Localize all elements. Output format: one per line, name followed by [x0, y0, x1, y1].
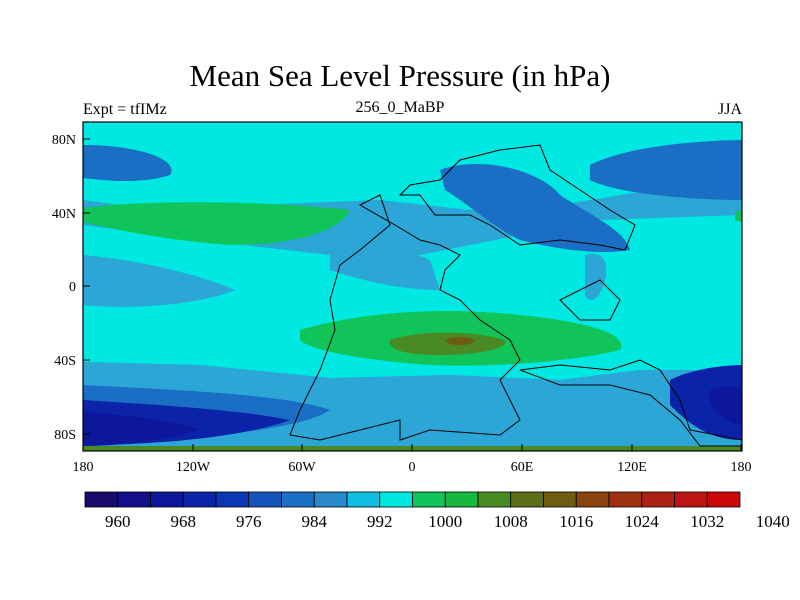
field-se-core: [710, 386, 742, 425]
lat-label-80s: 80S: [54, 428, 76, 443]
field-asia-blue: [585, 253, 607, 300]
field-south-low3: [83, 412, 200, 446]
time-label: 256_0_MaBP: [355, 99, 445, 116]
colorbar-swatch: [608, 491, 643, 508]
colorbar-swatch: [575, 491, 610, 508]
colorbar-swatch: [215, 491, 250, 508]
colorbar-swatch: [313, 491, 348, 508]
colorbar: [84, 491, 741, 508]
lon-label-0: 0: [409, 460, 416, 475]
lon-label-60w: 60W: [288, 460, 316, 475]
lon-label-60e: 60E: [511, 460, 534, 475]
colorbar-swatch: [674, 491, 708, 508]
field-high-core: [389, 332, 506, 356]
land-outline: [289, 144, 742, 447]
colorbar-swatch: [346, 491, 381, 508]
chart-title: Mean Sea Level Pressure (in hPa): [189, 58, 611, 93]
field-east-green: [735, 210, 742, 222]
lat-axis: 80N 40N 0 40S 80S: [52, 133, 90, 443]
colorbar-swatch: [150, 491, 184, 508]
colorbar-labels: 960 968 976 984 992 1000 1008 1016 1024 1032 1040: [105, 512, 790, 531]
colorbar-swatch: [248, 491, 282, 508]
field-asia-low: [440, 164, 630, 252]
experiment-label: Expt = tfIMz: [83, 101, 167, 118]
field-pacific-blue: [83, 255, 235, 307]
colorbar-label: 1008: [494, 512, 528, 531]
colorbar-label: 1000: [428, 512, 462, 531]
field-sa-blue: [330, 249, 440, 290]
lon-label-180w: 180: [73, 460, 94, 475]
colorbar-swatch: [281, 491, 315, 508]
lat-label-40n: 40N: [52, 207, 76, 222]
colorbar-swatch: [510, 491, 544, 508]
field-se-low: [670, 365, 742, 440]
colorbar-swatch: [182, 491, 217, 508]
lat-label-40s: 40S: [54, 354, 76, 369]
colorbar-label: 960: [105, 512, 131, 531]
colorbar-swatch: [117, 491, 151, 508]
colorbar-label: 984: [302, 512, 328, 531]
season-label: JJA: [717, 101, 742, 118]
colorbar-label: 1040: [756, 512, 790, 531]
colorbar-label: 992: [367, 512, 393, 531]
colorbar-swatch: [477, 491, 512, 508]
lon-label-120w: 120W: [176, 460, 211, 475]
colorbar-swatch: [641, 491, 675, 508]
pressure-field: [83, 122, 742, 451]
colorbar-label: 968: [171, 512, 197, 531]
lon-label-120e: 120E: [617, 460, 647, 475]
field-npacific-high: [83, 202, 350, 245]
field-npacific-low: [83, 145, 172, 182]
colorbar-label: 976: [236, 512, 262, 531]
colorbar-swatch: [706, 491, 741, 508]
colorbar-swatch: [444, 491, 479, 508]
field-arctic-low: [590, 140, 742, 200]
colorbar-label: 1032: [690, 512, 724, 531]
colorbar-swatch: [379, 491, 413, 508]
colorbar-swatch: [543, 491, 577, 508]
lat-label-0: 0: [69, 280, 76, 295]
lon-axis: 180 120W 60W 0 60E 120E 180: [73, 444, 752, 475]
colorbar-swatch: [412, 491, 446, 508]
lon-label-180e: 180: [731, 460, 752, 475]
colorbar-label: 1016: [559, 512, 593, 531]
lat-label-80n: 80N: [52, 133, 76, 148]
field-high-center: [446, 337, 474, 345]
colorbar-label: 1024: [625, 512, 660, 531]
colorbar-swatch: [84, 491, 119, 508]
